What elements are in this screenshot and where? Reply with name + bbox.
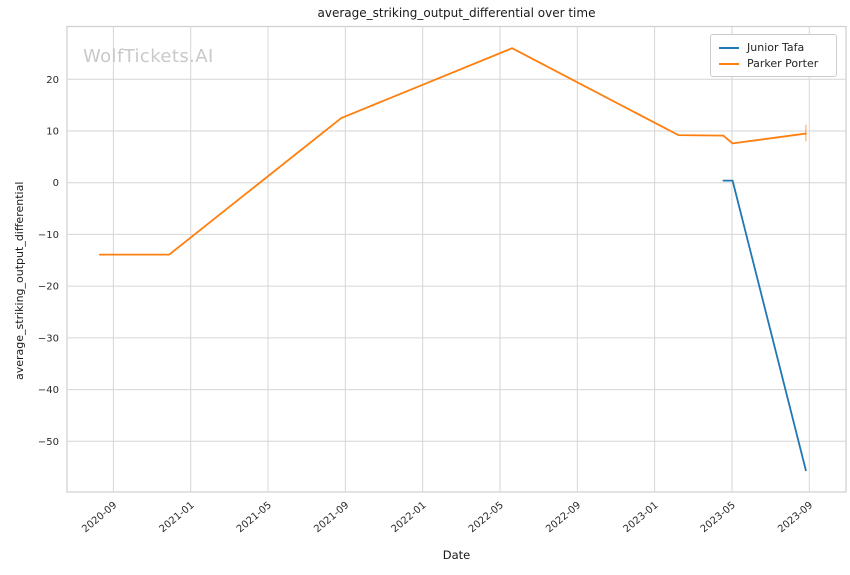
y-tick-label: −10 — [38, 230, 59, 241]
y-tick-label: 20 — [46, 75, 59, 86]
watermark: WolfTickets.AI — [83, 46, 214, 67]
y-tick-label: 0 — [53, 178, 59, 189]
x-tick-label: 2022-05 — [467, 500, 506, 535]
y-tick-label: −40 — [38, 385, 59, 396]
legend-line-swatch-orange — [719, 62, 739, 65]
x-tick-label: 2023-05 — [699, 500, 738, 535]
chart-title: average_striking_output_differential ove… — [317, 6, 596, 20]
y-tick-label: −50 — [38, 437, 59, 448]
x-tick-label: 2023-09 — [776, 500, 815, 535]
y-axis-label: average_striking_output_differential — [13, 181, 26, 380]
legend-line-swatch-blue — [719, 46, 739, 49]
y-tick-label: −20 — [38, 282, 59, 293]
x-tick-label: 2021-01 — [158, 500, 197, 535]
legend: Junior Tafa Parker Porter — [710, 34, 837, 77]
series-line-junior-tafa — [722, 179, 807, 472]
axes-frame — [66, 25, 847, 493]
legend-label: Parker Porter — [747, 57, 819, 70]
y-tick-label: −30 — [38, 333, 59, 344]
x-tick-label: 2022-09 — [544, 500, 583, 535]
legend-item-parker-porter: Parker Porter — [711, 58, 836, 69]
x-tick-label: 2021-09 — [312, 500, 351, 535]
x-tick-label: 2022-01 — [390, 500, 429, 535]
y-tick-label: 10 — [46, 126, 59, 137]
legend-label: Junior Tafa — [747, 41, 805, 54]
legend-item-junior-tafa: Junior Tafa — [711, 42, 836, 53]
x-tick-label: 2023-01 — [621, 500, 660, 535]
x-tick-label: 2020-09 — [80, 500, 119, 535]
series-line-parker-porter — [98, 47, 807, 256]
x-tick-label: 2021-05 — [235, 500, 274, 535]
x-axis-label: Date — [442, 548, 471, 562]
